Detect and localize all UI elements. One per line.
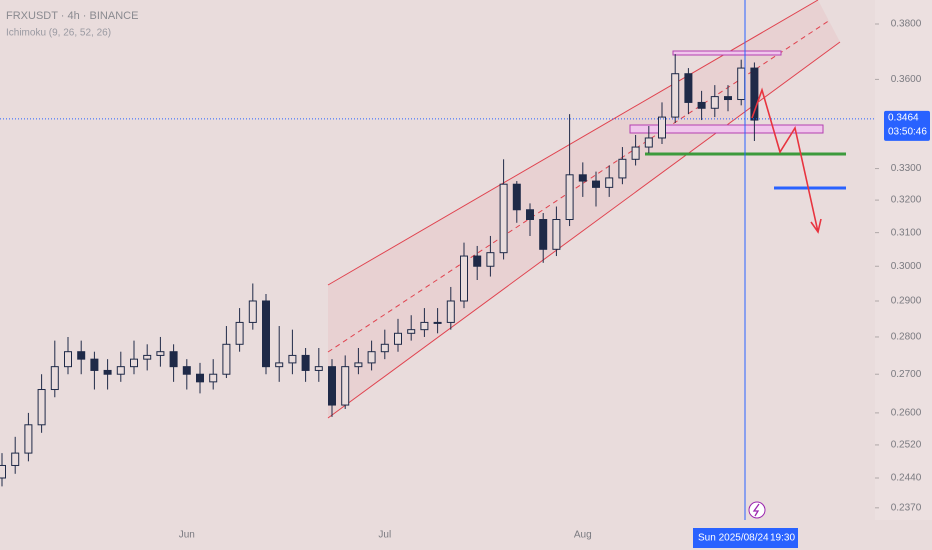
candle-body [275,362,284,368]
support-zone [629,124,824,134]
candle-body [460,255,468,302]
y-tick-label: 0.3300 [891,163,922,174]
price-label-box [884,110,930,141]
x-tick-label: Jun [179,530,195,541]
candle-body [684,73,693,103]
candle-body [420,321,429,331]
candle-body [341,366,350,406]
channel-upper [327,0,819,286]
y-tick-label: 0.2440 [891,473,922,484]
candle-body [473,255,482,267]
candle-body [710,96,719,109]
x-tick-label: Aug [574,530,592,541]
candle-body [90,358,99,371]
event-icon [748,501,766,519]
crosshair-date: Sun 2025/08/24 [698,533,769,544]
candle-body [433,321,442,324]
candle-body [446,300,455,323]
candle-body [301,354,310,371]
price-label: 0.3464 [888,113,919,124]
candle-body [618,158,627,179]
candle-body [182,366,191,375]
y-tick-label: 0.2800 [891,332,922,343]
price-axis [875,0,932,520]
projection-arrow [751,87,819,233]
candle-body [750,67,759,121]
channel-mid [327,19,831,353]
candle-body [631,146,640,160]
countdown-label: 03:50:46 [888,127,927,138]
candle-body [737,67,746,101]
candle-body [116,366,125,375]
candle-body [24,424,33,454]
crosshair-label-box [693,528,798,548]
candle-body [565,174,574,221]
candle-body [671,73,680,118]
y-tick-label: 0.2370 [891,502,922,513]
y-tick-label: 0.3000 [891,261,922,272]
indicator-label: Ichimoku (9, 26, 52, 26) [6,28,111,39]
candle-body [380,343,389,353]
chart-title: FRXUSDT · 4h · BINANCE [6,10,138,22]
crosshair-time: 19:30 [770,533,795,544]
candle-body [156,351,165,356]
y-tick-label: 0.3100 [891,227,922,238]
candle-body [209,373,218,383]
candle-body [143,354,152,360]
candle-body [644,137,653,148]
candle-body [394,332,402,345]
candle-body [50,366,59,391]
candle-body [592,180,600,188]
candle-body [407,329,416,334]
candle-body [248,300,257,323]
candle-body [724,96,732,101]
candle-body [367,351,376,364]
candle-body [77,351,86,360]
candle-body [354,362,363,368]
candle-body [103,369,112,375]
y-tick-label: 0.2700 [891,369,922,380]
candle-body [235,321,244,345]
y-tick-label: 0.3200 [891,195,922,206]
resistance-zone [672,50,782,56]
event-bolt [752,503,760,517]
candle-body [697,101,706,109]
arrow-head [810,218,822,234]
candle-body [222,343,231,375]
y-tick-label: 0.3600 [891,74,922,85]
candle-body [499,183,508,254]
candle-body [486,252,495,267]
candle-body [552,219,561,250]
candle-body [196,373,204,383]
candle-body [0,464,6,479]
candle-body [37,389,46,426]
candle-body [11,452,20,466]
candle-body [578,174,587,182]
y-tick-label: 0.2900 [891,296,922,307]
candle-body [314,366,323,371]
candle-body [130,358,138,368]
candle-body [328,366,336,406]
y-tick-label: 0.2520 [891,440,922,451]
y-tick-label: 0.2600 [891,408,922,419]
y-tick-label: 0.3800 [891,19,922,30]
candle-body [526,209,534,221]
candle-body [539,219,548,250]
candles [0,54,759,487]
x-tick-label: Jul [378,530,391,541]
candle-body [262,300,270,368]
candle-body [64,351,72,368]
candle-body [288,354,297,364]
candle-body [169,351,178,368]
candle-body [658,116,666,139]
candle-body [512,183,521,211]
candle-body [605,177,614,188]
